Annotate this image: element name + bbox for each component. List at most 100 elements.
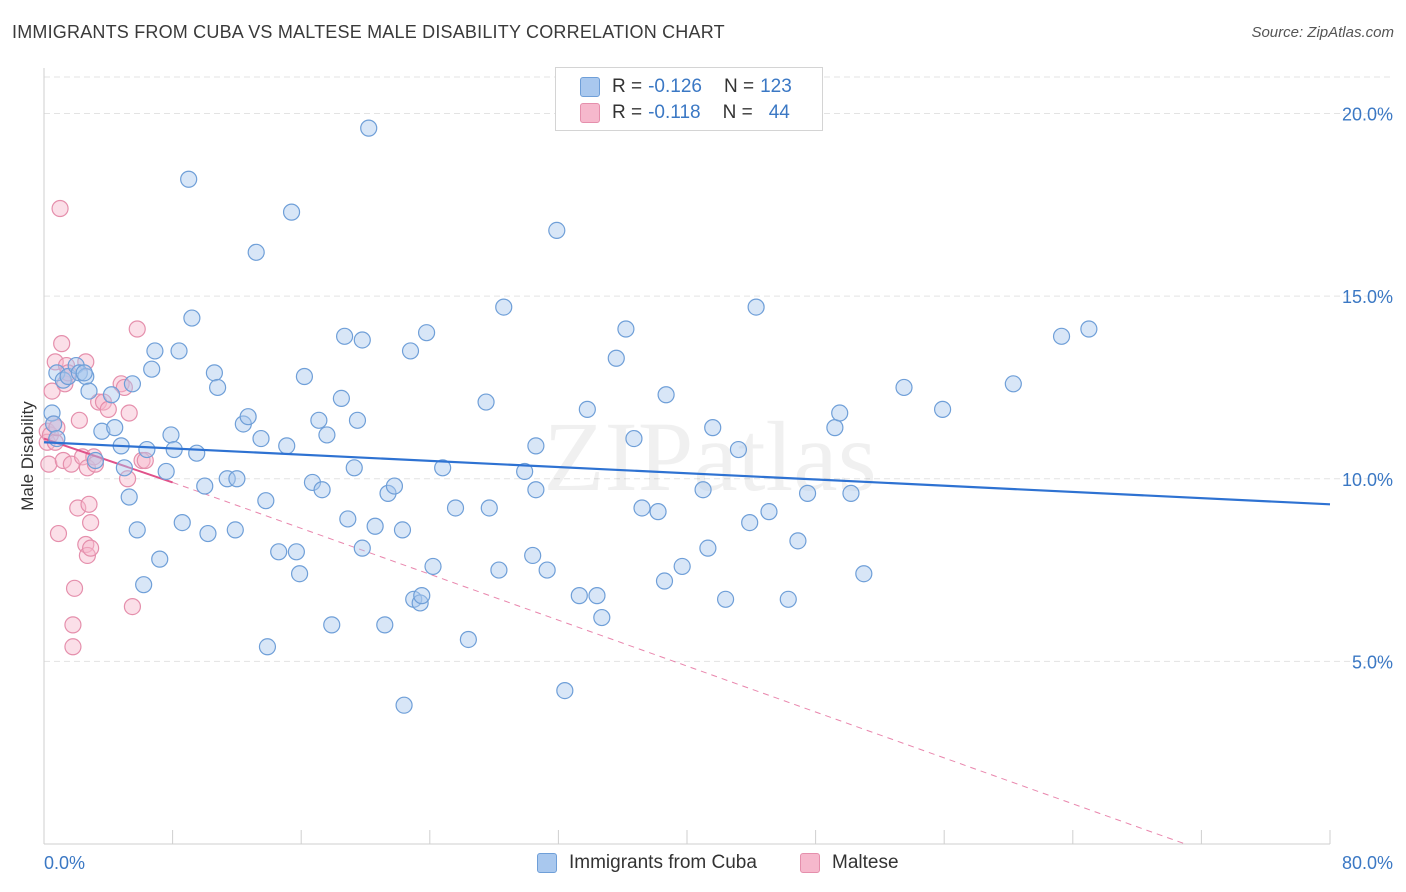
- data-point-cuba: [578, 400, 596, 418]
- data-point-maltese: [46, 353, 64, 371]
- data-point-cuba: [779, 590, 797, 608]
- data-point-cuba: [434, 459, 452, 477]
- data-point-cuba: [741, 513, 759, 532]
- source-label: Source: ZipAtlas.com: [1251, 24, 1394, 41]
- data-point-maltese: [128, 320, 146, 338]
- data-point-cuba: [556, 681, 574, 700]
- data-point-cuba: [1052, 327, 1071, 345]
- data-point-maltese: [43, 382, 61, 400]
- data-point-cuba: [393, 521, 412, 539]
- data-point-cuba: [826, 419, 844, 437]
- data-point-cuba: [120, 488, 138, 506]
- data-point-cuba: [424, 557, 442, 576]
- data-point-cuba: [895, 378, 913, 397]
- data-point-cuba: [332, 389, 350, 408]
- data-point-cuba: [413, 587, 431, 605]
- data-point-maltese: [65, 579, 84, 597]
- data-point-cuba: [495, 298, 513, 316]
- data-point-cuba: [655, 572, 674, 590]
- data-point-cuba: [86, 451, 105, 470]
- data-point-cuba: [310, 411, 328, 429]
- data-point-cuba: [673, 557, 691, 576]
- data-point-cuba: [188, 444, 206, 462]
- data-point-cuba: [106, 419, 124, 437]
- data-point-cuba: [524, 546, 542, 565]
- n-value-maltese: 44: [768, 102, 790, 123]
- data-point-cuba: [151, 550, 169, 568]
- data-point-cuba: [270, 543, 288, 561]
- data-point-cuba: [633, 499, 651, 517]
- y-tick-label: 20.0%: [1342, 105, 1393, 125]
- data-point-maltese: [77, 353, 95, 371]
- data-point-cuba: [205, 364, 223, 382]
- data-point-maltese: [70, 411, 88, 429]
- data-point-cuba: [593, 608, 611, 627]
- trend-line-maltese: [43, 437, 173, 484]
- data-point-cuba: [694, 481, 712, 499]
- data-point-cuba: [239, 408, 257, 426]
- data-point-cuba: [146, 342, 164, 360]
- legend-label-cuba: Immigrants from Cuba: [569, 852, 757, 873]
- data-point-cuba: [45, 415, 63, 433]
- legend-item-maltese[interactable]: Maltese: [800, 852, 899, 874]
- n-label: N =: [722, 102, 753, 123]
- data-point-cuba: [135, 576, 153, 594]
- data-point-maltese: [54, 451, 72, 470]
- data-point-maltese: [99, 400, 117, 418]
- data-point-cuba: [747, 298, 765, 316]
- data-point-cuba: [385, 477, 404, 495]
- chart-title: IMMIGRANTS FROM CUBA VS MALTESE MALE DIS…: [12, 22, 725, 42]
- data-point-cuba: [282, 203, 301, 221]
- axes: [43, 68, 1331, 845]
- data-point-cuba: [527, 481, 545, 499]
- data-point-cuba: [760, 503, 778, 521]
- data-point-cuba: [93, 422, 111, 440]
- y-tick-label: 15.0%: [1342, 287, 1393, 307]
- data-point-cuba: [376, 616, 394, 634]
- x-tick-label-max: 80.0%: [1341, 853, 1393, 873]
- data-point-maltese: [120, 404, 138, 422]
- data-point-maltese: [51, 199, 69, 218]
- r-value-maltese: -0.118: [648, 102, 701, 123]
- data-point-maltese: [53, 335, 71, 353]
- data-point-cuba: [180, 170, 198, 188]
- data-point-cuba: [345, 459, 363, 477]
- data-point-cuba: [196, 477, 214, 495]
- data-point-cuba: [323, 616, 341, 634]
- data-point-cuba: [257, 492, 275, 510]
- data-point-cuba: [842, 484, 860, 502]
- data-point-cuba: [729, 440, 748, 459]
- data-point-cuba: [401, 342, 420, 360]
- data-point-cuba: [588, 587, 606, 605]
- data-point-cuba: [43, 404, 61, 422]
- legend-item-cuba[interactable]: Immigrants from Cuba: [537, 852, 757, 874]
- data-point-cuba: [789, 532, 807, 550]
- data-point-cuba: [313, 481, 331, 499]
- data-point-cuba: [798, 484, 817, 502]
- watermark: ZIPatlas: [543, 401, 876, 512]
- data-point-maltese: [123, 597, 142, 616]
- data-point-cuba: [480, 499, 498, 517]
- data-point-cuba: [477, 393, 495, 411]
- trend-line-cuba: [43, 441, 1331, 506]
- data-point-cuba: [339, 510, 357, 528]
- data-point-cuba: [183, 309, 201, 327]
- data-point-cuba: [855, 565, 873, 583]
- n-label: N =: [723, 76, 755, 97]
- data-point-maltese: [82, 539, 100, 557]
- legend-swatch-maltese: [800, 853, 820, 873]
- legend-swatch-maltese: [580, 103, 600, 123]
- data-point-cuba: [649, 503, 667, 521]
- data-point-cuba: [209, 378, 227, 397]
- correlation-legend: R = -0.126 N = 123 R = -0.118 N = 44: [555, 67, 823, 131]
- data-point-cuba: [102, 386, 121, 404]
- data-point-cuba: [162, 426, 180, 444]
- data-point-cuba: [625, 429, 643, 448]
- data-point-cuba: [360, 119, 378, 137]
- trend-lines: [172, 481, 1186, 845]
- y-axis-label: Male Disability: [18, 401, 37, 511]
- data-point-cuba: [123, 375, 142, 393]
- data-point-cuba: [527, 437, 545, 455]
- data-point-cuba: [459, 630, 477, 649]
- data-point-cuba: [699, 539, 717, 557]
